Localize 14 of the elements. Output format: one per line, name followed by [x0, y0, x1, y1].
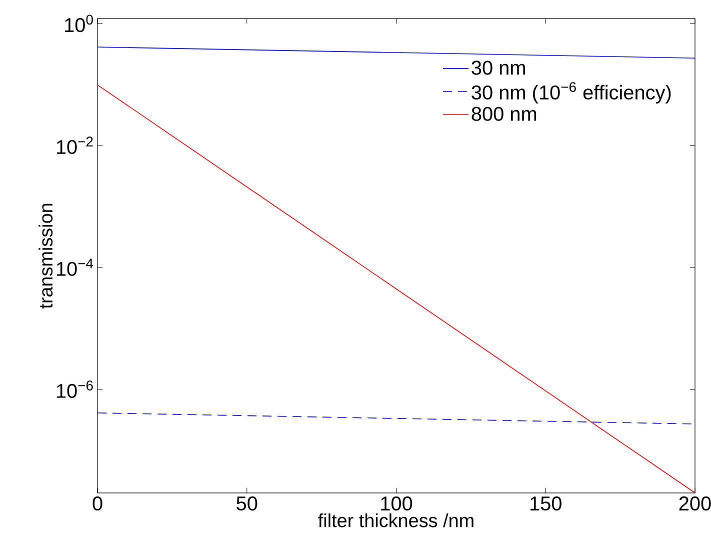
legend-label: 30 nm (10$^{−6}$ efficiency): [472, 82, 671, 104]
x-tick-label: 0: [92, 496, 102, 511]
x-tick-label: 200: [679, 496, 711, 511]
legend-label: 30 nm: [472, 60, 525, 75]
x-tick-label: 50: [236, 496, 258, 511]
legend-label: 800 nm: [472, 106, 536, 121]
y-tick-label: 10$^{0}$: [65, 14, 93, 32]
x-tick-label: 100: [381, 496, 412, 511]
y-tick-label: 10$^{−6}$: [56, 380, 93, 398]
y-tick-label: 10$^{−2}$: [56, 136, 93, 154]
y-axis-title: transmission: [38, 204, 53, 309]
x-axis-title: filter thickness /nm: [318, 513, 474, 528]
y-tick-label: 10$^{−4}$: [56, 258, 94, 276]
x-tick-label: 150: [530, 496, 562, 511]
